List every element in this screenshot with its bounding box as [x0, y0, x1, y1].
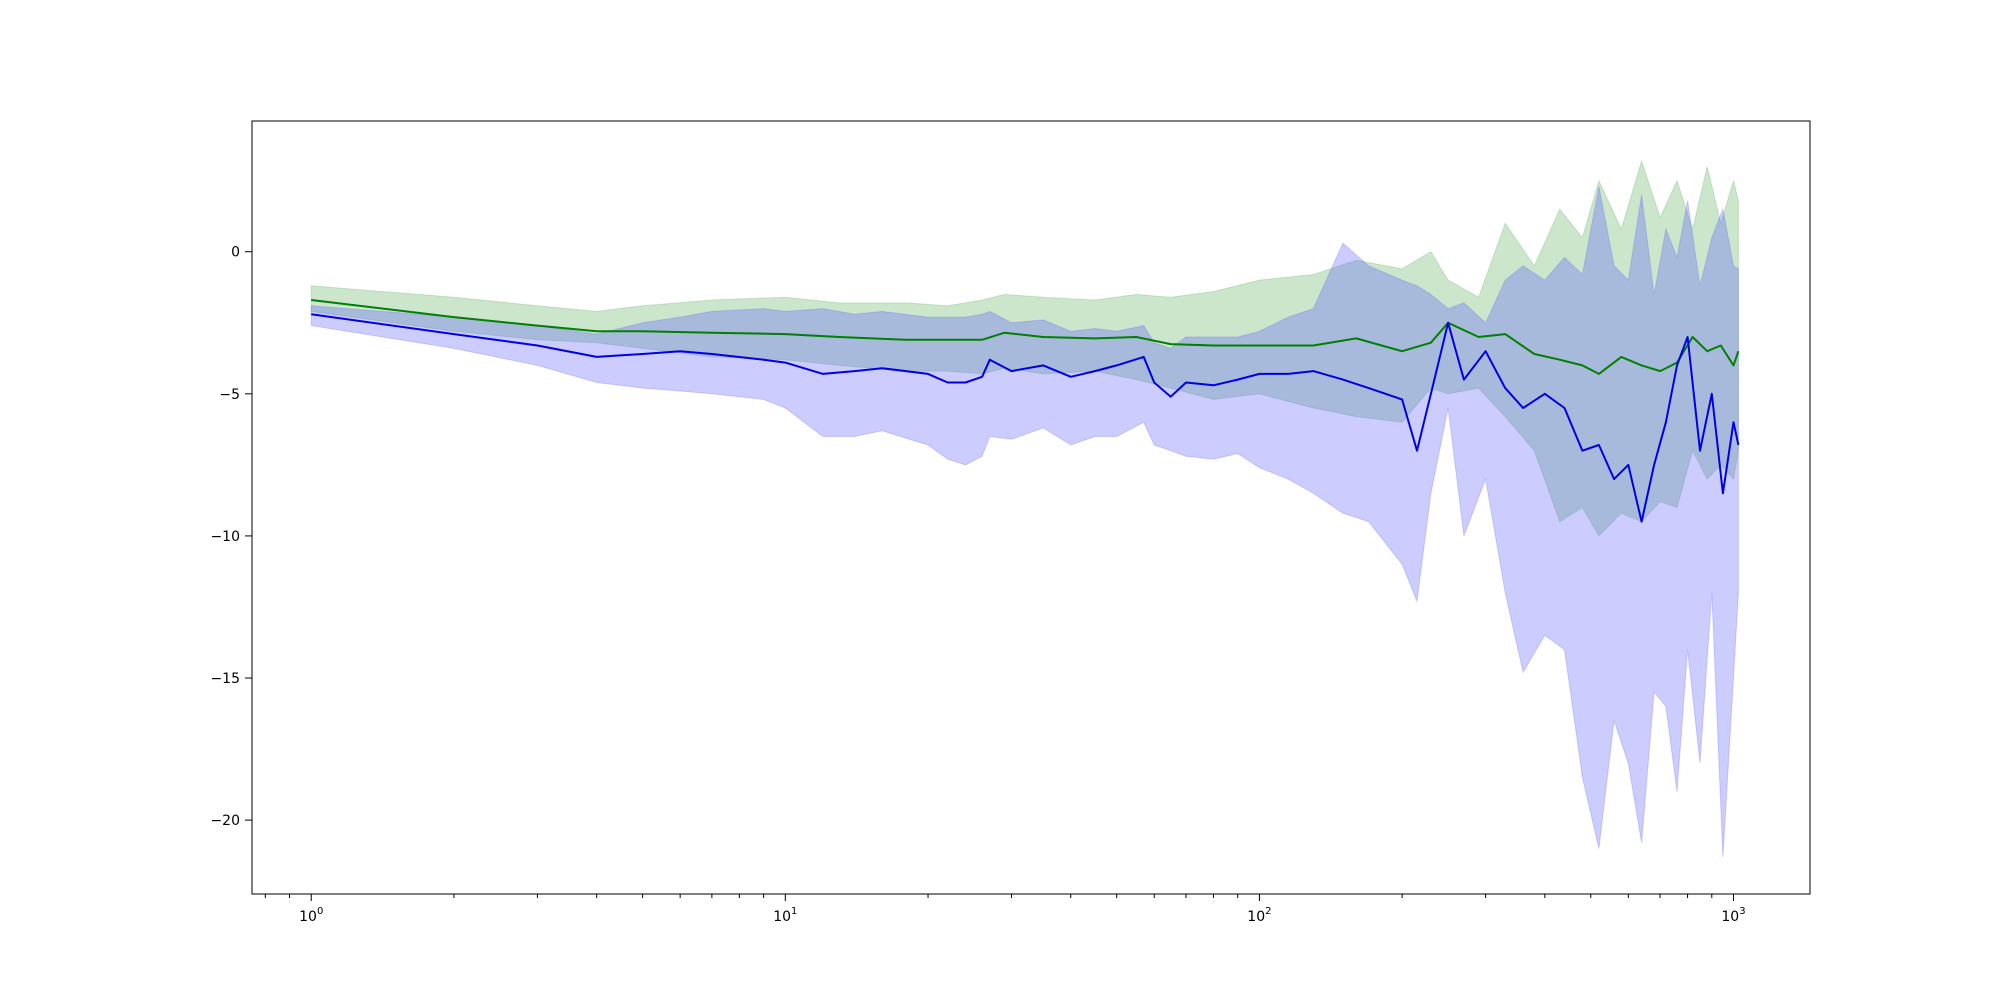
- series-1-band: [310, 159, 1739, 537]
- x-tick-label: 103: [1721, 906, 1745, 925]
- series-1-line: [311, 299, 1740, 375]
- series-lines: [311, 299, 1740, 523]
- y-tick-label: −15: [210, 671, 240, 687]
- y-tick-label: −5: [219, 387, 240, 403]
- x-tick-label: 100: [299, 906, 323, 925]
- confidence-bands: [310, 159, 1739, 858]
- y-tick-label: −10: [210, 529, 240, 545]
- x-tick-label: 101: [773, 906, 797, 925]
- series-2-band: [310, 186, 1739, 858]
- x-axis-ticks: 100 101 102 103: [264, 894, 1746, 925]
- y-tick-label: −20: [210, 813, 240, 829]
- series-2-line: [311, 313, 1740, 523]
- y-tick-label: 0: [231, 245, 240, 261]
- y-axis-ticks: 0 −5 −10 −15 −20: [210, 245, 252, 829]
- plot-area-frame: [251, 120, 1811, 895]
- x-tick-label: 102: [1247, 906, 1271, 925]
